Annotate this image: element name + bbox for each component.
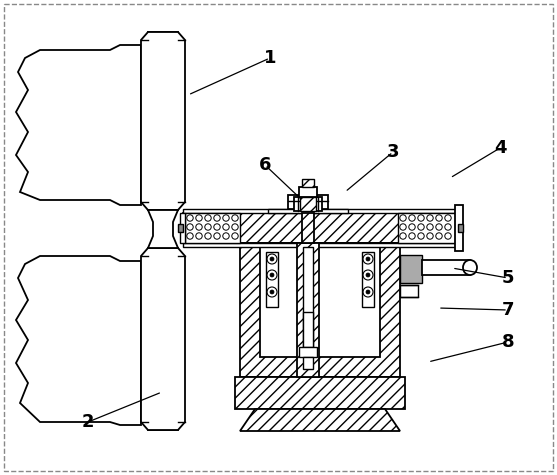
Bar [455, 205, 463, 251]
Ellipse shape [463, 260, 477, 275]
Bar [235, 377, 405, 409]
Bar [400, 285, 418, 297]
Bar [303, 357, 313, 369]
Bar [302, 213, 314, 243]
Bar [148, 32, 178, 210]
Bar [266, 252, 278, 307]
Bar [240, 247, 400, 377]
Bar [400, 255, 422, 283]
Text: 2: 2 [82, 413, 94, 431]
Bar [180, 213, 185, 243]
Bar [303, 312, 313, 347]
Circle shape [366, 257, 370, 261]
Bar [299, 187, 317, 197]
Polygon shape [240, 409, 400, 431]
Circle shape [366, 290, 370, 294]
Bar [183, 213, 458, 243]
Bar [422, 260, 470, 275]
Bar [185, 213, 240, 243]
Bar [398, 213, 456, 243]
Bar [303, 247, 313, 353]
Bar [178, 224, 183, 232]
Bar [240, 243, 400, 247]
Polygon shape [141, 248, 185, 430]
Text: 6: 6 [259, 156, 271, 174]
Text: 4: 4 [494, 139, 506, 157]
Bar [183, 243, 458, 247]
Bar [456, 213, 461, 243]
Polygon shape [148, 210, 178, 248]
Text: 3: 3 [387, 143, 399, 161]
Bar [148, 248, 178, 430]
Circle shape [270, 273, 274, 277]
Circle shape [270, 290, 274, 294]
Polygon shape [16, 45, 141, 205]
Bar [297, 243, 319, 377]
Text: 1: 1 [264, 49, 276, 67]
Polygon shape [141, 32, 185, 210]
Bar [300, 197, 316, 211]
Bar [294, 197, 322, 211]
Bar [302, 179, 314, 187]
Bar [362, 252, 374, 307]
Circle shape [270, 257, 274, 261]
Bar [268, 209, 348, 213]
Text: 7: 7 [502, 301, 514, 319]
Bar [299, 347, 317, 357]
Polygon shape [16, 256, 141, 425]
Bar [288, 195, 328, 209]
Text: 8: 8 [502, 333, 514, 351]
Text: 5: 5 [502, 269, 514, 287]
Bar [458, 224, 463, 232]
Circle shape [366, 273, 370, 277]
Bar [260, 247, 380, 357]
Bar [183, 209, 458, 213]
